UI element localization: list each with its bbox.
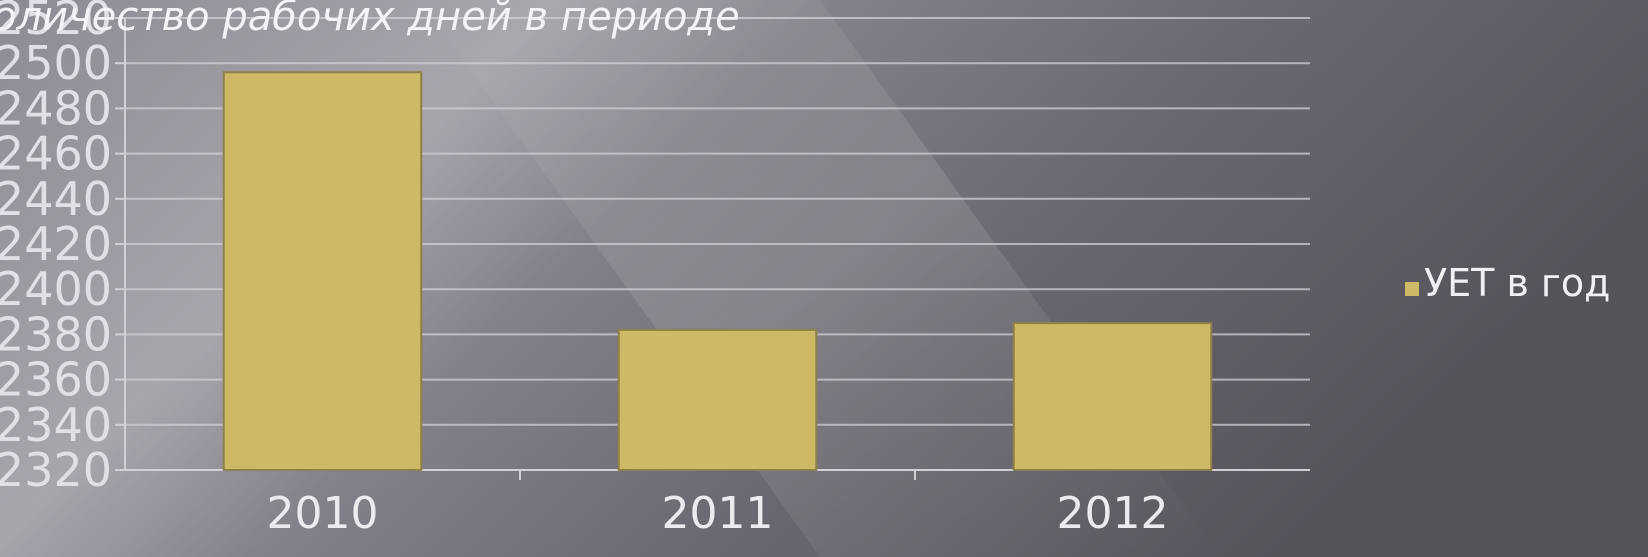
y-tick-label: 2520 — [0, 0, 112, 45]
y-tick-label: 2400 — [0, 262, 112, 316]
chart-title: оличество рабочих дней в периоде — [0, 0, 740, 40]
y-tick-label: 2420 — [0, 217, 112, 271]
x-category-labels: 2010 2011 2012 — [267, 488, 1169, 539]
legend-label: УЕТ в год — [1424, 261, 1610, 305]
x-category-label: 2010 — [267, 488, 379, 539]
y-tick-label: 2460 — [0, 127, 112, 181]
bar-2012 — [1012, 322, 1213, 471]
y-tick-label: 2320 — [0, 443, 112, 497]
bars — [222, 71, 1213, 472]
y-tick-labels: 2320234023602380240024202440246024802500… — [0, 0, 112, 497]
legend: УЕТ в год — [1405, 261, 1610, 305]
x-category-label: 2011 — [662, 488, 774, 539]
bar-2011 — [617, 328, 818, 471]
x-category-label: 2012 — [1057, 488, 1169, 539]
y-tick-label: 2440 — [0, 172, 112, 226]
y-tick-label: 2380 — [0, 307, 112, 361]
y-tick-label: 2340 — [0, 398, 112, 452]
bar-2010 — [222, 71, 423, 472]
y-tick-label: 2500 — [0, 36, 112, 90]
y-tick-label: 2360 — [0, 353, 112, 407]
y-tick-label: 2480 — [0, 81, 112, 135]
legend-marker — [1405, 282, 1419, 296]
